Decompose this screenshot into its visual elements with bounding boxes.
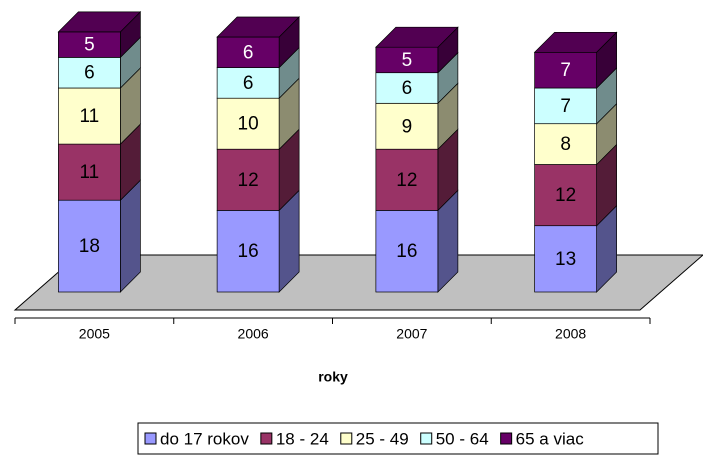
bar <box>375 148 439 211</box>
x-axis-label: roky <box>318 369 348 385</box>
data-label: 16 <box>238 241 259 262</box>
x-tick-label: 2007 <box>396 326 427 342</box>
data-label: 13 <box>555 249 576 270</box>
bar <box>375 210 439 293</box>
bar <box>534 225 597 293</box>
data-label: 11 <box>80 162 100 183</box>
legend-label: 50 - 64 <box>436 429 489 448</box>
bar <box>375 102 439 150</box>
bar <box>216 148 280 211</box>
bar <box>216 67 280 99</box>
legend-swatch <box>260 432 273 445</box>
bar <box>58 87 121 145</box>
data-label: 16 <box>396 241 417 262</box>
data-label: 6 <box>402 78 413 99</box>
bar <box>534 164 597 227</box>
data-label: 7 <box>560 96 571 117</box>
data-label: 6 <box>84 63 95 84</box>
bar <box>534 51 597 89</box>
bar-top <box>57 11 142 33</box>
data-label: 12 <box>555 185 576 206</box>
legend-swatch <box>420 432 433 445</box>
data-label: 6 <box>243 42 254 63</box>
x-tick-label: 2005 <box>79 326 110 342</box>
bar-top <box>375 26 459 48</box>
bar <box>58 199 121 293</box>
data-label: 6 <box>243 73 254 94</box>
x-tick-label: 2008 <box>555 326 586 342</box>
data-label: 5 <box>84 35 95 56</box>
legend <box>137 422 659 455</box>
bar-top <box>533 31 618 53</box>
legend-swatch <box>340 432 353 445</box>
data-label: 18 <box>79 236 100 257</box>
legend-swatch <box>144 432 157 445</box>
data-label: 8 <box>560 134 571 155</box>
legend-label: 18 - 24 <box>276 429 329 448</box>
bar <box>375 72 439 104</box>
data-label: 10 <box>238 114 259 135</box>
data-label: 5 <box>402 50 413 71</box>
data-label: 12 <box>396 170 417 191</box>
data-label: 11 <box>80 106 100 127</box>
data-label: 12 <box>238 170 259 191</box>
floor <box>13 254 703 311</box>
bar <box>216 36 280 68</box>
x-tick-label: 2006 <box>238 326 269 342</box>
data-label: 9 <box>402 116 413 137</box>
legend-swatch <box>500 432 513 445</box>
legend-label: 25 - 49 <box>356 429 409 448</box>
bar <box>216 210 280 293</box>
bar-top <box>216 16 300 38</box>
data-label: 7 <box>560 60 571 81</box>
bar <box>375 46 439 74</box>
bar <box>58 57 121 89</box>
legend-label: 65 a viac <box>516 429 585 448</box>
bar <box>216 97 280 150</box>
legend-label: do 17 rokov <box>160 429 249 448</box>
